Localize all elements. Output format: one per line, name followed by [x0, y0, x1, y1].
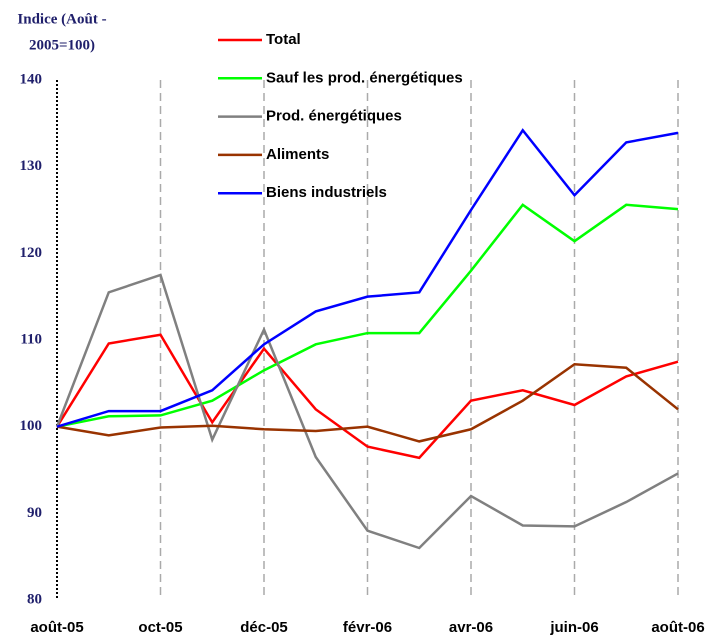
legend-label: Aliments: [266, 146, 329, 163]
legend-label: Prod. énergétiques: [266, 108, 402, 125]
legend-label: Total: [266, 31, 301, 48]
series-line: [56, 128, 679, 428]
x-tick-label: déc-05: [240, 619, 288, 635]
legend-label: Biens industriels: [266, 184, 387, 201]
y-axis-title: Indice (Août -: [17, 11, 106, 27]
x-tick-label: févr-06: [343, 619, 392, 635]
legend-label: Sauf les prod. énergétiques: [266, 69, 463, 86]
y-tick-label: 80: [27, 591, 42, 607]
y-tick-label: 130: [20, 158, 43, 174]
series-line: [56, 203, 679, 428]
series-line: [56, 362, 679, 443]
series-line: [55, 273, 679, 550]
x-tick-label: avr-06: [449, 619, 493, 635]
y-tick-label: 90: [27, 505, 42, 521]
x-tick-label: juin-06: [549, 619, 598, 635]
y-tick-label: 140: [20, 71, 43, 87]
y-tick-label: 120: [20, 245, 43, 261]
y-tick-label: 110: [20, 331, 42, 347]
y-axis-title: 2005=100): [29, 37, 95, 53]
x-tick-label: oct-05: [138, 619, 182, 635]
series-line: [55, 333, 679, 460]
x-tick-label: août-06: [651, 619, 704, 635]
y-tick-label: 100: [20, 418, 43, 434]
x-tick-label: août-05: [30, 619, 83, 635]
